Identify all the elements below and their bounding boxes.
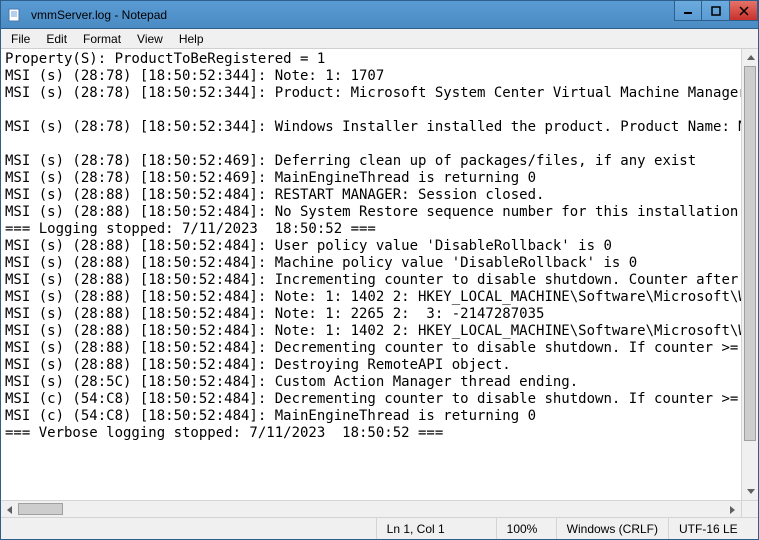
status-encoding: UTF-16 LE xyxy=(668,518,758,539)
menu-help[interactable]: Help xyxy=(171,30,212,48)
scroll-left-button[interactable] xyxy=(1,501,18,517)
scroll-right-button[interactable] xyxy=(724,501,741,517)
menu-view[interactable]: View xyxy=(129,30,171,48)
status-spacer xyxy=(1,518,376,539)
horizontal-scroll-thumb[interactable] xyxy=(18,503,63,515)
close-button[interactable] xyxy=(730,1,758,21)
chevron-up-icon xyxy=(747,55,755,60)
window-controls xyxy=(674,1,758,28)
status-position: Ln 1, Col 1 xyxy=(376,518,496,539)
horizontal-scrollbar[interactable] xyxy=(1,500,741,517)
minimize-button[interactable] xyxy=(674,1,702,21)
vertical-scroll-thumb[interactable] xyxy=(744,66,756,441)
vertical-scroll-track[interactable] xyxy=(742,66,758,483)
scrollbar-corner xyxy=(741,500,758,517)
menu-file[interactable]: File xyxy=(3,30,38,48)
scroll-up-button[interactable] xyxy=(742,49,758,66)
menu-format[interactable]: Format xyxy=(75,30,129,48)
chevron-right-icon xyxy=(730,506,735,514)
titlebar[interactable]: vmmServer.log - Notepad xyxy=(1,1,758,29)
vertical-scrollbar[interactable] xyxy=(741,49,758,500)
notepad-window: vmmServer.log - Notepad File Edit Format… xyxy=(0,0,759,540)
horizontal-scroll-track[interactable] xyxy=(18,501,724,517)
notepad-app-icon xyxy=(7,7,23,23)
content-area: Property(S): ProductToBeRegistered = 1 M… xyxy=(1,49,758,517)
menubar: File Edit Format View Help xyxy=(1,29,758,49)
text-viewport: Property(S): ProductToBeRegistered = 1 M… xyxy=(1,49,758,517)
chevron-down-icon xyxy=(747,489,755,494)
chevron-left-icon xyxy=(7,506,12,514)
menu-edit[interactable]: Edit xyxy=(38,30,75,48)
maximize-button[interactable] xyxy=(702,1,730,21)
status-zoom: 100% xyxy=(496,518,556,539)
status-line-ending: Windows (CRLF) xyxy=(556,518,668,539)
window-title: vmmServer.log - Notepad xyxy=(29,8,674,22)
text-editor[interactable]: Property(S): ProductToBeRegistered = 1 M… xyxy=(1,49,741,500)
statusbar: Ln 1, Col 1 100% Windows (CRLF) UTF-16 L… xyxy=(1,517,758,539)
scroll-down-button[interactable] xyxy=(742,483,758,500)
